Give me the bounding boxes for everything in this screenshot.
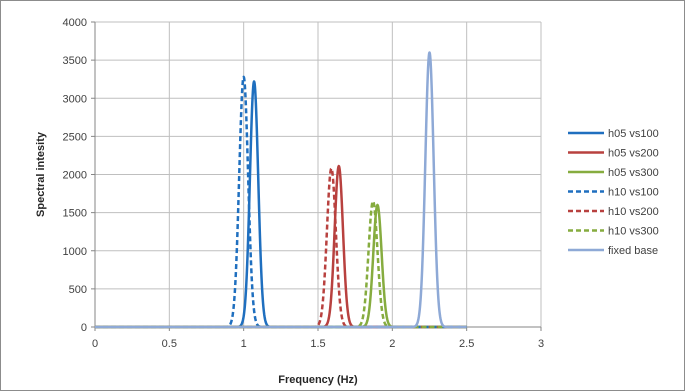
x-tick-label: 0 [92,338,98,350]
y-tick-label: 2500 [63,131,87,143]
x-axis-title: Frequency (Hz) [278,374,358,386]
y-tick-label: 2000 [63,170,87,182]
x-tick-label: 1 [241,338,247,350]
series-lines [94,51,468,329]
x-tick-label: 2 [389,338,395,350]
y-tick-label: 1500 [63,208,87,220]
y-axis-title: Spectral intesity [35,131,47,217]
series-line-h10-vs100 [94,75,468,329]
series-line-fixed-base [94,51,468,329]
x-tick-label: 2.5 [459,338,474,350]
axes [91,21,542,331]
legend-label: h05 vs100 [608,128,659,140]
legend-label: h10 vs300 [608,226,659,238]
series-line-h05-vs300 [94,203,468,329]
x-tick-label: 1.5 [310,338,325,350]
y-tick-label: 1000 [63,246,87,258]
y-tick-label: 4000 [63,17,87,29]
series-line-h05-vs200 [94,164,468,329]
y-tick-label: 500 [69,284,87,296]
x-tick-label: 3 [538,338,544,350]
legend-label: fixed base [608,245,658,257]
grid [94,21,542,328]
x-tick-label: 0.5 [162,338,177,350]
series-line-h10-vs200 [94,167,468,329]
y-tick-label: 3000 [63,93,87,105]
legend-label: h05 vs300 [608,167,659,179]
legend-label: h10 vs200 [608,206,659,218]
legend-label: h10 vs100 [608,187,659,199]
y-tick-label: 0 [81,322,87,334]
series-line-h10-vs300 [94,199,468,329]
legend-label: h05 vs200 [608,148,659,160]
tick-labels: 0 500 1000 1500 2000 2500 3000 3500 4000 0 0.5 1 1.5… [63,17,545,350]
y-tick-label: 3500 [63,55,87,67]
legend: h05 vs100 h05 vs200 h05 vs300 h10 vs100 h10 … [568,128,659,257]
series-line-h05-vs100 [94,80,468,329]
